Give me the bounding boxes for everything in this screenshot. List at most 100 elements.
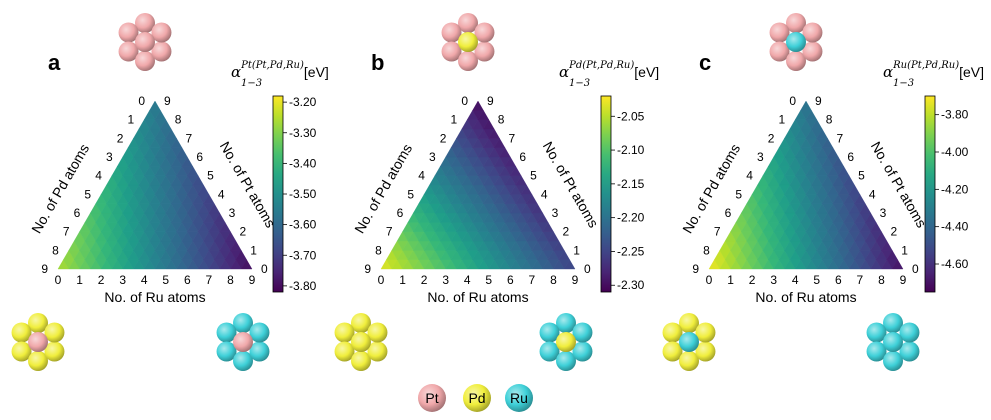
atom-sphere: [802, 41, 823, 62]
heatmap-cell: [542, 221, 554, 232]
colorbar-tick-label: -3.80: [941, 108, 969, 122]
left-tick-label: 0: [789, 94, 796, 108]
atom-sphere: [786, 13, 806, 33]
atom-sphere: [899, 341, 920, 362]
colorbar-title-sup: Pd(Pt,Pd,Ru): [568, 60, 634, 71]
atom-sphere: [44, 341, 65, 362]
right-tick-label: 3: [229, 206, 236, 220]
colorbar-tick-label: -2.30: [617, 278, 645, 292]
bottom-tick-label: 0: [55, 273, 62, 287]
right-tick-label: 3: [880, 206, 887, 220]
heatmap-cell: [821, 137, 834, 148]
right-axis-label: No. of Pt atoms: [868, 139, 930, 231]
heatmap-cell: [165, 128, 177, 139]
right-tick-label: 3: [552, 206, 559, 220]
heatmap-cell: [827, 147, 839, 158]
heatmap-cell: [192, 175, 204, 186]
right-tick-label: 7: [186, 131, 193, 145]
left-tick-label: 7: [714, 225, 721, 239]
left-tick-label: 6: [74, 206, 81, 220]
legend-sphere: [418, 384, 446, 412]
left-tick-label: 5: [84, 187, 91, 201]
atom-sphere: [28, 332, 48, 352]
atom-sphere: [351, 313, 371, 333]
colorbar-title-unit: [eV]: [959, 64, 984, 80]
left-tick-label: 8: [703, 243, 710, 257]
bottom-tick-label: 1: [727, 273, 734, 287]
cluster-bottom-right: [216, 313, 270, 371]
heatmap-cell: [186, 165, 199, 176]
colorbar-tick-label: -3.20: [289, 95, 317, 109]
heatmap-cell: [547, 231, 560, 242]
atom-sphere: [233, 313, 253, 333]
colorbar-tick-label: -2.20: [617, 211, 645, 225]
right-tick-label: 6: [519, 150, 526, 164]
heatmap-cell: [553, 240, 565, 251]
colorbar-title-sub: 1−3: [569, 78, 590, 89]
left-tick-label: 1: [128, 113, 135, 127]
colorbar-title: αPt(Pt,Pd,Ru)[eV]: [231, 60, 329, 81]
colorbar-title: αPd(Pt,Pd,Ru)[eV]: [559, 60, 659, 81]
bottom-tick-label: 4: [464, 273, 471, 287]
left-tick-label: 2: [440, 131, 447, 145]
bottom-tick-label: 2: [749, 273, 756, 287]
colorbar-title: αRu(Pt,Pd,Ru)[eV]: [883, 60, 984, 81]
atom-sphere: [441, 22, 462, 43]
atom-sphere: [334, 341, 355, 362]
x-axis-label: No. of Ru atoms: [427, 289, 528, 305]
bottom-tick-label: 7: [857, 273, 864, 287]
colorbar-title-symbol: α: [559, 63, 569, 81]
right-axis-label: No. of Pt atoms: [540, 139, 602, 231]
colorbar-tick-label: -3.80: [289, 279, 317, 293]
legend-label: Pt: [425, 390, 438, 406]
atom-sphere: [458, 51, 478, 71]
right-tick-label: 2: [890, 225, 897, 239]
atom-sphere: [662, 322, 683, 343]
atom-sphere: [883, 313, 903, 333]
atom-sphere: [216, 341, 237, 362]
atom-sphere: [474, 22, 495, 43]
bottom-tick-label: 2: [98, 273, 105, 287]
atom-sphere: [135, 32, 155, 52]
atom-sphere: [679, 351, 699, 371]
heatmap-cell: [832, 156, 845, 167]
colorbar-tick-label: -4.60: [941, 257, 969, 271]
cluster-bottom-right: [866, 313, 920, 371]
colorbar-tick-label: -4.20: [941, 182, 969, 196]
heatmap-cell: [531, 203, 544, 214]
heatmap-cell: [811, 119, 823, 130]
atom-sphere: [539, 341, 560, 362]
atom-sphere: [367, 341, 388, 362]
right-tick-label: 8: [826, 113, 833, 127]
heatmap-cell: [891, 259, 904, 270]
left-tick-label: 1: [451, 113, 458, 127]
left-tick-label: 8: [52, 243, 59, 257]
cluster-bottom-right: [539, 313, 593, 371]
heatmap-cell: [870, 221, 882, 232]
legend-item-pd: Pd: [463, 384, 491, 412]
left-tick-label: 6: [397, 206, 404, 220]
bottom-tick-label: 9: [249, 273, 256, 287]
atom-sphere: [28, 351, 48, 371]
heatmap-cell: [493, 137, 506, 148]
colorbar: -3.80 -4.00 -4.20 -4.40 -4.60 αRu(Pt,Pd,Ru)[e…: [883, 60, 984, 293]
colorbar-tick-label: -3.70: [289, 248, 317, 262]
heatmap-cell: [875, 231, 888, 242]
cluster-top: [769, 13, 823, 71]
heatmap-cell: [563, 259, 576, 270]
atom-sphere: [367, 322, 388, 343]
heatmap-cell: [203, 193, 215, 204]
heatmap-cell: [208, 203, 221, 214]
left-tick-label: 4: [95, 169, 102, 183]
left-tick-label: 4: [418, 169, 425, 183]
atom-sphere: [539, 322, 560, 343]
heatmap-cell: [240, 259, 253, 270]
heatmap-cell: [859, 203, 872, 214]
colorbar-tick-label: -4.00: [941, 145, 969, 159]
right-tick-label: 0: [584, 262, 591, 276]
cluster-top: [118, 13, 172, 71]
panel-letter: a: [48, 50, 61, 75]
colorbar-title-sup: Ru(Pt,Pd,Ru): [892, 60, 959, 71]
